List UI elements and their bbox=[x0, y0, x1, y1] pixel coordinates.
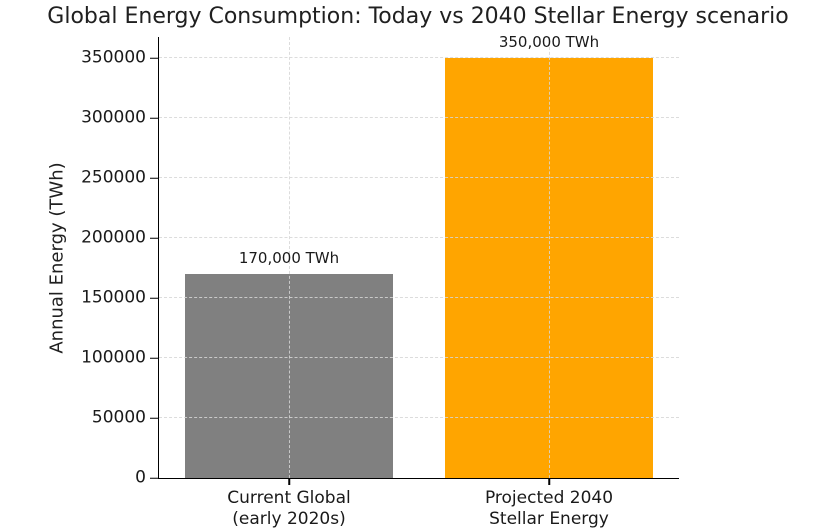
y-tick-label: 50000 bbox=[91, 407, 146, 428]
y-axis-label: Annual Energy (TWh) bbox=[46, 162, 68, 354]
y-tick-label: 350000 bbox=[81, 47, 146, 68]
y-tick-mark bbox=[149, 57, 158, 59]
y-gridline bbox=[159, 297, 679, 298]
x-tick-label-1: Projected 2040 Stellar Energy bbox=[484, 488, 614, 530]
x-gridline bbox=[549, 37, 550, 478]
x-tick-label-0: Current Global (early 2020s) bbox=[227, 488, 351, 530]
y-tick-label: 200000 bbox=[81, 227, 146, 248]
y-gridline bbox=[159, 237, 679, 238]
y-tick-label: 100000 bbox=[81, 347, 146, 368]
plot-area: 0 50000 100000 150000 200000 250000 300000 3500… bbox=[81, 33, 679, 529]
y-gridline bbox=[159, 357, 679, 358]
chart-title: Global Energy Consumption: Today vs 2040… bbox=[47, 4, 789, 29]
y-tick-mark bbox=[149, 297, 158, 299]
x-tick-mark bbox=[548, 478, 550, 485]
y-gridline bbox=[159, 117, 679, 118]
y-gridline bbox=[159, 417, 679, 418]
y-tick-mark bbox=[149, 177, 158, 179]
y-tick-label: 250000 bbox=[81, 167, 146, 188]
y-tick-mark bbox=[149, 357, 158, 359]
y-tick-mark bbox=[149, 237, 158, 239]
x-gridline bbox=[289, 37, 290, 478]
y-gridline bbox=[159, 177, 679, 178]
y-tick-label: 300000 bbox=[81, 107, 146, 128]
y-tick-label: 0 bbox=[135, 467, 146, 488]
bar-value-label-0: 170,000 TWh bbox=[238, 249, 340, 267]
y-tick-label: 150000 bbox=[81, 287, 146, 308]
x-tick-mark bbox=[288, 478, 290, 485]
bar-value-label-1: 350,000 TWh bbox=[498, 33, 600, 51]
y-tick-mark bbox=[149, 117, 158, 119]
y-tick-mark bbox=[149, 477, 158, 479]
y-tick-mark bbox=[149, 417, 158, 419]
y-gridline bbox=[159, 57, 679, 58]
